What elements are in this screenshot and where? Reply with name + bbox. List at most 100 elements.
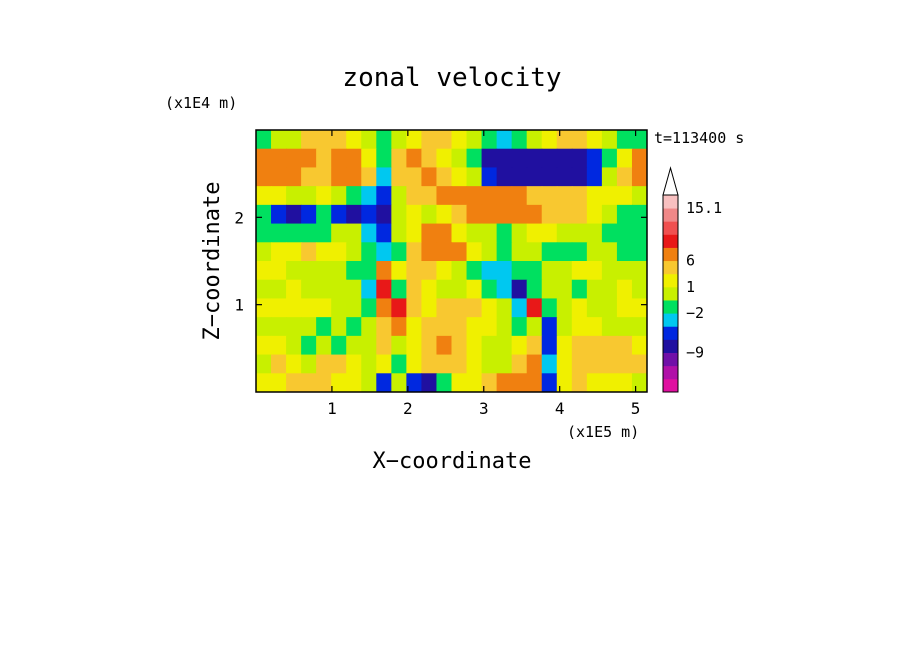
field-cell <box>571 279 588 300</box>
field-cell <box>331 223 347 243</box>
field-cell <box>391 242 407 262</box>
field-cell <box>526 335 543 356</box>
field-cell <box>256 204 272 225</box>
field-cell <box>631 335 647 356</box>
field-cell <box>331 130 347 150</box>
colorbar-swatch <box>663 326 678 340</box>
field-cell <box>496 148 513 169</box>
field-cell <box>616 148 633 169</box>
field-cell <box>526 204 543 225</box>
field-cell <box>436 186 453 206</box>
field-cell <box>481 186 498 206</box>
field-cell <box>436 261 453 281</box>
field-cell <box>421 148 438 169</box>
field-cell <box>511 204 528 225</box>
field-cell <box>571 186 588 206</box>
field-cell <box>271 204 287 225</box>
field-cell <box>511 242 528 262</box>
field-cell <box>391 373 407 392</box>
field-cell <box>391 167 407 187</box>
field-cell <box>541 354 558 374</box>
field-cell <box>481 223 498 243</box>
field-cell <box>601 261 618 281</box>
field-cell <box>586 242 603 262</box>
field-cell <box>361 261 377 281</box>
field-cell <box>301 298 317 318</box>
field-cell <box>316 167 332 187</box>
field-cell <box>496 261 513 281</box>
field-cell <box>421 242 438 262</box>
field-cell <box>631 373 647 392</box>
field-cell <box>301 261 317 281</box>
field-cell <box>301 204 317 225</box>
field-cell <box>346 242 362 262</box>
field-cell <box>466 354 483 374</box>
field-cell <box>541 167 558 187</box>
field-cell <box>436 204 453 225</box>
field-cell <box>541 204 558 225</box>
x-unit-label: (x1E5 m) <box>567 423 639 441</box>
field-cell <box>496 298 513 318</box>
field-cell <box>556 298 573 318</box>
colorbar-extend-arrow <box>662 166 679 196</box>
field-cell <box>601 167 618 187</box>
field-cell <box>631 223 647 243</box>
field-cell <box>316 317 332 337</box>
field-cell <box>556 242 573 262</box>
field-cell <box>406 298 423 318</box>
field-cell <box>571 261 588 281</box>
field-cell <box>301 242 317 262</box>
field-cell <box>616 223 633 243</box>
field-cell <box>616 167 633 187</box>
field-cell <box>511 130 528 150</box>
field-cell <box>406 354 423 374</box>
field-cell <box>451 223 468 243</box>
field-cell <box>316 298 332 318</box>
field-cell <box>286 223 302 243</box>
field-cell <box>601 354 618 374</box>
field-cell <box>376 261 392 281</box>
field-cell <box>571 148 588 169</box>
field-cell <box>451 279 468 300</box>
colorbar: −9 −2 1 6 15.1 <box>662 166 722 393</box>
field-cell <box>271 317 287 337</box>
colorbar-swatch <box>663 234 678 248</box>
field-cell <box>511 335 528 356</box>
field-cell <box>541 261 558 281</box>
field-cell <box>616 186 633 206</box>
field-cell <box>301 186 317 206</box>
field-cell <box>376 130 392 150</box>
field-cell <box>406 317 423 337</box>
field-cell <box>391 354 407 374</box>
field-cell <box>316 186 332 206</box>
field-cell <box>421 298 438 318</box>
y-tick-label: 1 <box>234 296 244 315</box>
field-cell <box>616 298 633 318</box>
field-cell <box>346 204 362 225</box>
field-cell <box>526 186 543 206</box>
field-cell <box>331 354 347 374</box>
field-cell <box>331 298 347 318</box>
field-cell <box>316 223 332 243</box>
field-cell <box>271 148 287 169</box>
colorbar-frame <box>662 194 679 393</box>
field-cell <box>451 186 468 206</box>
colorbar-swatch <box>663 195 678 209</box>
colorbar-swatch <box>663 313 678 327</box>
colorbar-swatch <box>663 352 678 367</box>
field-cell <box>616 279 633 300</box>
field-cell <box>271 279 287 300</box>
field-cell <box>361 130 377 150</box>
field-cell <box>286 279 302 300</box>
plot-area <box>255 129 648 393</box>
field-cell <box>361 204 377 225</box>
field-cell <box>436 242 453 262</box>
field-cell <box>526 279 543 300</box>
field-cell <box>346 130 362 150</box>
field-cell <box>556 204 573 225</box>
field-cell <box>481 335 498 356</box>
field-cell <box>421 186 438 206</box>
field-cell <box>601 204 618 225</box>
field-cell <box>466 148 483 169</box>
field-cell <box>616 335 633 356</box>
